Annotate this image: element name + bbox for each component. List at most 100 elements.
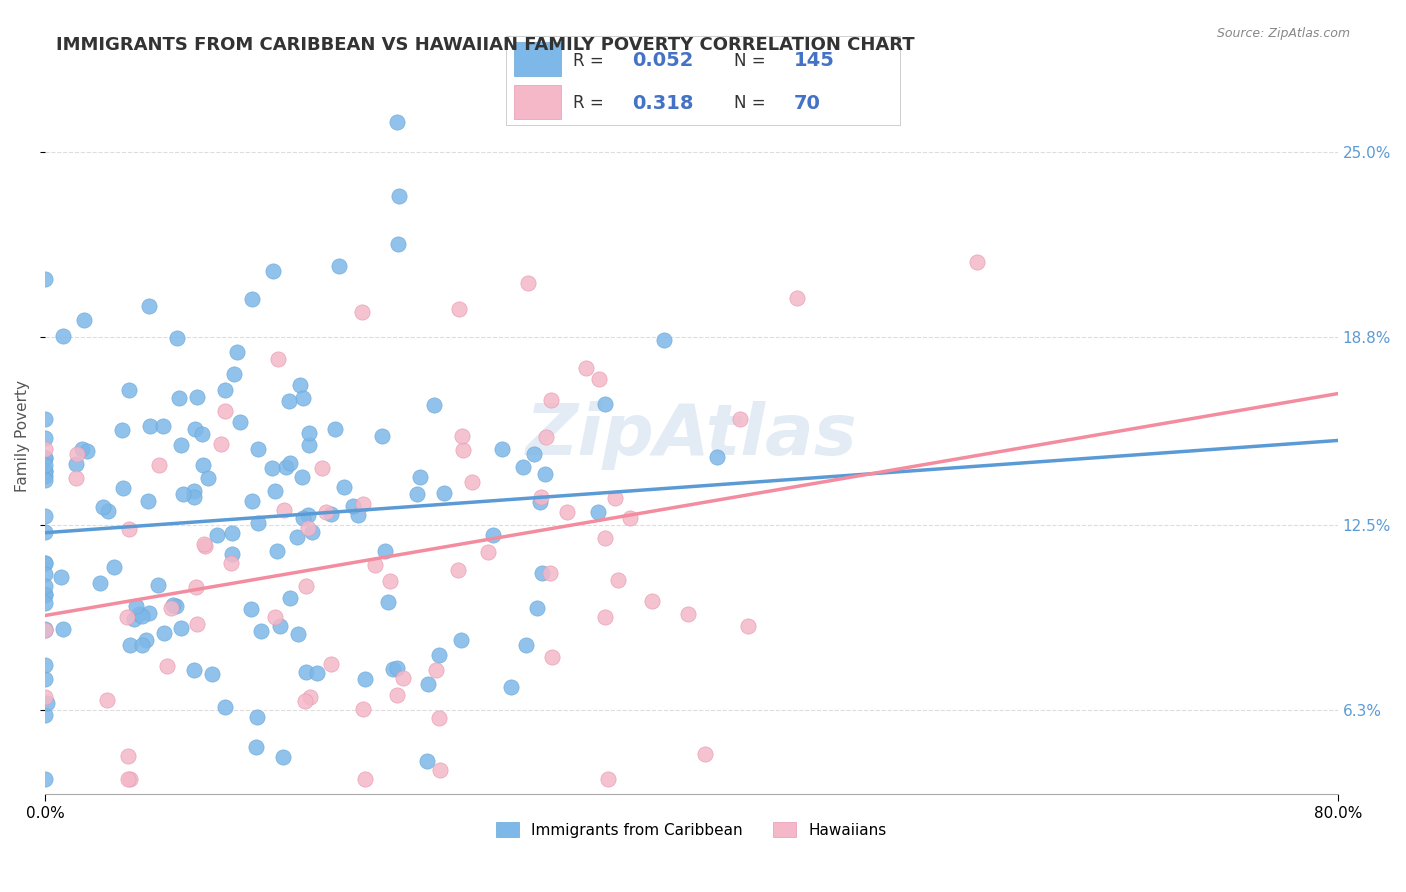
Immigrants from Caribbean: [294, 665, 316, 679]
Hawaiians: [209, 437, 232, 451]
Immigrants from Caribbean: [422, 398, 444, 412]
Immigrants from Caribbean: [118, 383, 141, 397]
Immigrants from Caribbean: [385, 661, 408, 675]
Immigrants from Caribbean: [34, 557, 56, 571]
Immigrants from Caribbean: [405, 487, 427, 501]
Immigrants from Caribbean: [205, 527, 228, 541]
Hawaiians: [214, 404, 236, 418]
Immigrants from Caribbean: [377, 594, 399, 608]
Hawaiians: [294, 694, 316, 708]
Immigrants from Caribbean: [184, 422, 207, 436]
Immigrants from Caribbean: [34, 451, 56, 466]
Immigrants from Caribbean: [652, 333, 675, 347]
Immigrants from Caribbean: [531, 566, 554, 581]
Hawaiians: [34, 442, 56, 457]
Hawaiians: [118, 523, 141, 537]
Text: N =: N =: [734, 52, 772, 70]
Immigrants from Caribbean: [34, 412, 56, 426]
Immigrants from Caribbean: [333, 480, 356, 494]
Hawaiians: [540, 649, 562, 664]
Immigrants from Caribbean: [135, 633, 157, 648]
Hawaiians: [311, 461, 333, 475]
Hawaiians: [605, 491, 627, 505]
Immigrants from Caribbean: [34, 566, 56, 581]
Immigrants from Caribbean: [529, 495, 551, 509]
Hawaiians: [34, 624, 56, 638]
Immigrants from Caribbean: [240, 292, 263, 306]
Hawaiians: [575, 361, 598, 376]
Immigrants from Caribbean: [52, 622, 75, 636]
Immigrants from Caribbean: [229, 415, 252, 429]
Immigrants from Caribbean: [183, 663, 205, 677]
Immigrants from Caribbean: [162, 599, 184, 613]
Immigrants from Caribbean: [247, 516, 270, 531]
Immigrants from Caribbean: [97, 504, 120, 518]
Hawaiians: [193, 536, 215, 550]
Hawaiians: [186, 617, 208, 632]
Immigrants from Caribbean: [186, 390, 208, 404]
Hawaiians: [156, 658, 179, 673]
Immigrants from Caribbean: [34, 271, 56, 285]
Hawaiians: [353, 772, 375, 786]
Hawaiians: [461, 475, 484, 489]
Immigrants from Caribbean: [221, 547, 243, 561]
Immigrants from Caribbean: [385, 115, 408, 129]
Immigrants from Caribbean: [388, 188, 411, 202]
Immigrants from Caribbean: [172, 487, 194, 501]
Immigrants from Caribbean: [34, 473, 56, 487]
Immigrants from Caribbean: [706, 450, 728, 464]
Hawaiians: [451, 443, 474, 458]
Immigrants from Caribbean: [52, 329, 75, 343]
Immigrants from Caribbean: [72, 312, 94, 326]
Immigrants from Caribbean: [534, 467, 557, 482]
Hawaiians: [160, 601, 183, 615]
Hawaiians: [352, 304, 374, 318]
Immigrants from Caribbean: [501, 680, 523, 694]
Hawaiians: [606, 573, 628, 587]
Hawaiians: [117, 610, 139, 624]
Immigrants from Caribbean: [242, 494, 264, 508]
Immigrants from Caribbean: [34, 587, 56, 601]
Hawaiians: [186, 580, 208, 594]
Hawaiians: [534, 430, 557, 444]
Immigrants from Caribbean: [152, 419, 174, 434]
Immigrants from Caribbean: [298, 438, 321, 452]
Immigrants from Caribbean: [353, 672, 375, 686]
Immigrants from Caribbean: [183, 490, 205, 504]
Immigrants from Caribbean: [125, 599, 148, 614]
Immigrants from Caribbean: [278, 393, 301, 408]
Immigrants from Caribbean: [346, 508, 368, 522]
Immigrants from Caribbean: [291, 470, 314, 484]
Hawaiians: [221, 556, 243, 570]
Immigrants from Caribbean: [34, 623, 56, 637]
Immigrants from Caribbean: [246, 710, 269, 724]
Immigrants from Caribbean: [381, 662, 404, 676]
Immigrants from Caribbean: [418, 676, 440, 690]
Immigrants from Caribbean: [288, 378, 311, 392]
Hawaiians: [477, 545, 499, 559]
Hawaiians: [538, 566, 561, 580]
Immigrants from Caribbean: [297, 508, 319, 523]
Immigrants from Caribbean: [183, 484, 205, 499]
Hawaiians: [427, 711, 450, 725]
Immigrants from Caribbean: [34, 772, 56, 786]
Hawaiians: [264, 610, 287, 624]
Immigrants from Caribbean: [131, 639, 153, 653]
Immigrants from Caribbean: [481, 528, 503, 542]
Immigrants from Caribbean: [291, 511, 314, 525]
Immigrants from Caribbean: [34, 557, 56, 571]
Hawaiians: [676, 607, 699, 622]
Hawaiians: [737, 619, 759, 633]
Immigrants from Caribbean: [138, 607, 160, 621]
Immigrants from Caribbean: [593, 397, 616, 411]
Text: ZipAtlas: ZipAtlas: [526, 401, 858, 470]
Hawaiians: [728, 412, 751, 426]
Text: 70: 70: [793, 94, 821, 113]
Hawaiians: [447, 302, 470, 317]
Immigrants from Caribbean: [34, 458, 56, 472]
Immigrants from Caribbean: [512, 460, 534, 475]
Hawaiians: [315, 505, 337, 519]
Immigrants from Caribbean: [221, 525, 243, 540]
Immigrants from Caribbean: [262, 264, 284, 278]
Immigrants from Caribbean: [136, 493, 159, 508]
